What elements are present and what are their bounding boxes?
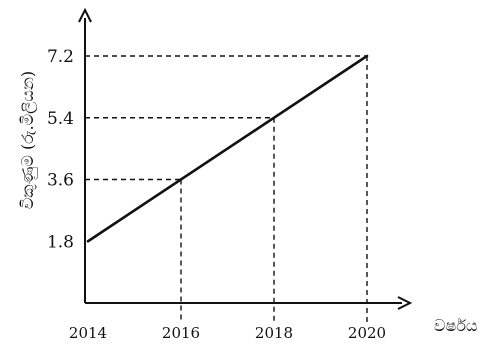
x-tick-label: 2014: [69, 324, 107, 342]
y-tick-label: 1.8: [47, 232, 74, 252]
series: [86, 54, 369, 243]
axes: [78, 7, 413, 310]
y-axis-arrow: [78, 7, 92, 23]
series-line: [86, 54, 369, 243]
x-tick-label: 2016: [162, 324, 200, 342]
axis-titles: වර්ෂය විකුණුම (රු.මිලියන): [18, 71, 478, 335]
y-tick-label: 3.6: [47, 171, 74, 191]
x-tick-label: 2018: [255, 324, 293, 342]
tick-labels: 1.8 3.6 5.4 7.2 2014 2016 2018 2020: [47, 47, 386, 342]
x-axis-arrow: [397, 296, 413, 310]
y-tick-label: 7.2: [47, 47, 74, 67]
x-axis-title: වර්ෂය: [434, 316, 478, 335]
x-tick-label: 2020: [348, 324, 386, 342]
y-tick-label: 5.4: [47, 109, 74, 129]
reference-lines: [85, 55, 368, 322]
y-axis-title: විකුණුම (රු.මිලියන): [18, 71, 38, 209]
